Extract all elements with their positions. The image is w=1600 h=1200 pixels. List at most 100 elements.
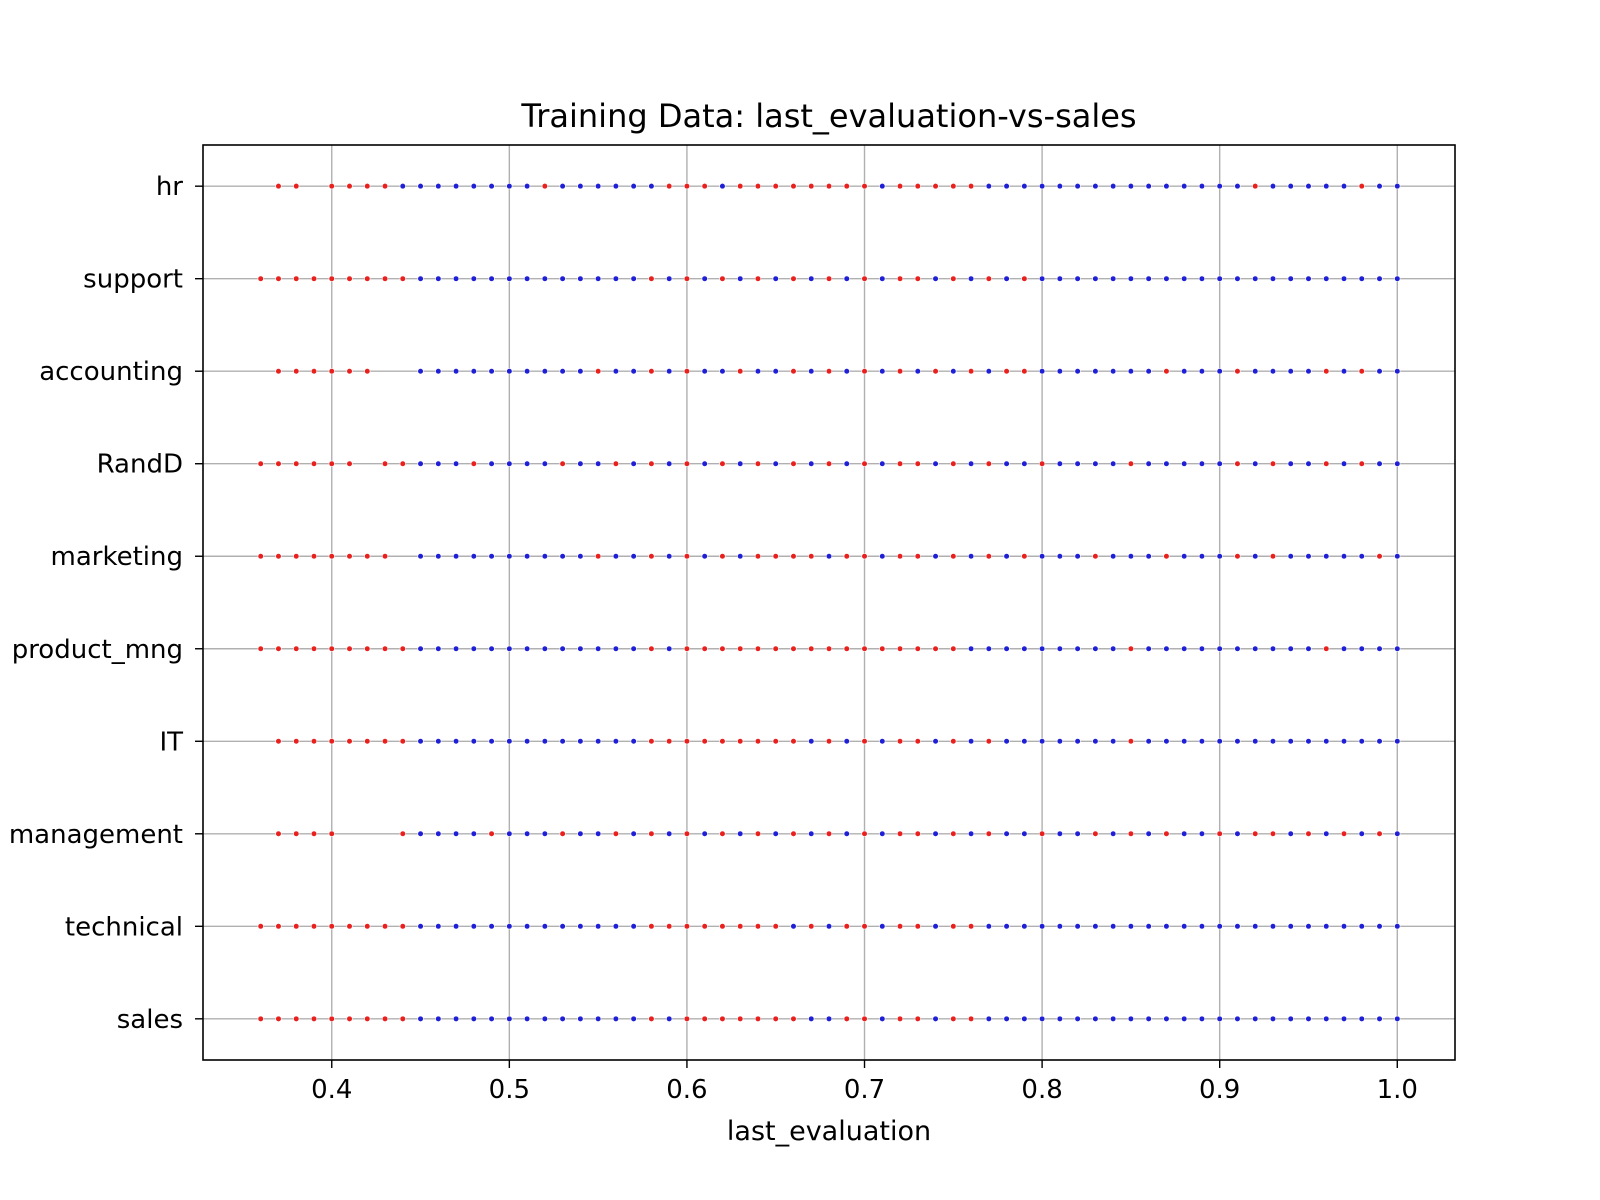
point-left-product_mng [648, 645, 655, 652]
point-stayed-support [1252, 275, 1259, 282]
point-left-product_mng [825, 645, 833, 652]
point-left-product_mng [772, 645, 779, 652]
point-stayed-technical [932, 923, 939, 930]
point-left-management [1269, 830, 1277, 837]
point-stayed-technical [1269, 923, 1277, 930]
point-stayed-support [559, 275, 566, 282]
point-stayed-hr [1216, 183, 1223, 190]
point-stayed-accounting [719, 368, 726, 375]
point-stayed-management [630, 830, 637, 837]
point-stayed-support [1234, 275, 1241, 282]
point-left-sales [967, 1015, 975, 1022]
point-left-RandD [914, 460, 921, 467]
point-stayed-hr [1305, 183, 1312, 190]
point-stayed-technical [523, 923, 531, 930]
point-stayed-RandD [1252, 460, 1259, 467]
point-stayed-IT [612, 738, 619, 745]
point-stayed-IT [1003, 738, 1010, 745]
y-tick-label-product_mng: product_mng [12, 635, 183, 665]
point-stayed-support [1039, 275, 1046, 282]
point-stayed-product_mng [612, 645, 619, 652]
point-left-marketing [310, 553, 318, 560]
point-stayed-accounting [506, 368, 513, 375]
point-left-technical [399, 923, 406, 930]
point-stayed-support [1358, 275, 1365, 282]
point-left-hr [932, 183, 939, 190]
point-stayed-accounting [1252, 368, 1259, 375]
point-stayed-IT [435, 738, 442, 745]
point-stayed-RandD [1181, 460, 1188, 467]
point-left-hr [328, 183, 335, 190]
point-stayed-marketing [1305, 553, 1312, 560]
point-stayed-support [1181, 275, 1188, 282]
point-stayed-technical [1340, 923, 1348, 930]
point-left-technical [293, 923, 300, 930]
point-stayed-support [666, 275, 673, 282]
point-stayed-marketing [1323, 553, 1330, 560]
point-left-management [914, 830, 921, 837]
point-stayed-management [541, 830, 548, 837]
point-left-management [719, 830, 726, 837]
point-left-support [648, 275, 655, 282]
point-stayed-sales [1145, 1015, 1152, 1022]
y-tick-label-hr: hr [156, 172, 183, 202]
x-tick-label: 0.6 [666, 1075, 707, 1105]
point-left-accounting [896, 368, 904, 375]
point-stayed-technical [1092, 923, 1099, 930]
point-stayed-IT [1092, 738, 1099, 745]
point-left-RandD [293, 460, 300, 467]
point-left-IT [950, 738, 957, 745]
point-left-sales [896, 1015, 904, 1022]
point-left-technical [719, 923, 726, 930]
point-stayed-marketing [1340, 553, 1348, 560]
point-stayed-technical [1323, 923, 1330, 930]
point-stayed-support [541, 275, 548, 282]
point-left-sales [648, 1015, 655, 1022]
point-left-management [488, 830, 495, 837]
point-stayed-RandD [1198, 460, 1206, 467]
point-stayed-marketing [1252, 553, 1259, 560]
point-left-sales [861, 1015, 868, 1022]
point-stayed-marketing [1003, 553, 1010, 560]
point-stayed-hr [648, 183, 655, 190]
point-stayed-support [1198, 275, 1206, 282]
point-left-technical [310, 923, 318, 930]
point-stayed-product_mng [1145, 645, 1152, 652]
point-stayed-accounting [630, 368, 637, 375]
point-left-hr [967, 183, 975, 190]
point-left-hr [364, 183, 371, 190]
point-left-sales [328, 1015, 335, 1022]
point-stayed-sales [506, 1015, 513, 1022]
point-stayed-RandD [737, 460, 744, 467]
point-left-management [1305, 830, 1312, 837]
point-left-IT [896, 738, 904, 745]
point-left-hr [790, 183, 797, 190]
point-stayed-sales [417, 1015, 424, 1022]
point-stayed-sales [1163, 1015, 1170, 1022]
point-stayed-technical [595, 923, 602, 930]
point-left-support [399, 275, 406, 282]
point-stayed-RandD [435, 460, 442, 467]
point-left-accounting [1323, 368, 1330, 375]
point-stayed-marketing [470, 553, 477, 560]
point-stayed-accounting [1145, 368, 1152, 375]
axis-ticks: 0.4 0.5 0.6 0.7 0.8 0.9 1.0 sales technical manag… [9, 172, 1418, 1105]
point-left-accounting [737, 368, 744, 375]
point-left-management [275, 830, 282, 837]
point-left-marketing [808, 553, 815, 560]
point-stayed-management [967, 830, 975, 837]
point-left-hr [701, 183, 708, 190]
point-left-RandD [719, 460, 726, 467]
point-left-sales [790, 1015, 797, 1022]
point-stayed-marketing [541, 553, 548, 560]
point-left-marketing [257, 553, 264, 560]
point-stayed-management [1145, 830, 1152, 837]
point-stayed-RandD [1092, 460, 1099, 467]
point-stayed-management [1181, 830, 1188, 837]
point-left-RandD [790, 460, 797, 467]
x-tick-label: 1.0 [1377, 1075, 1418, 1105]
point-left-accounting [861, 368, 868, 375]
point-left-hr [825, 183, 833, 190]
point-stayed-management [417, 830, 424, 837]
point-stayed-product_mng [1305, 645, 1312, 652]
